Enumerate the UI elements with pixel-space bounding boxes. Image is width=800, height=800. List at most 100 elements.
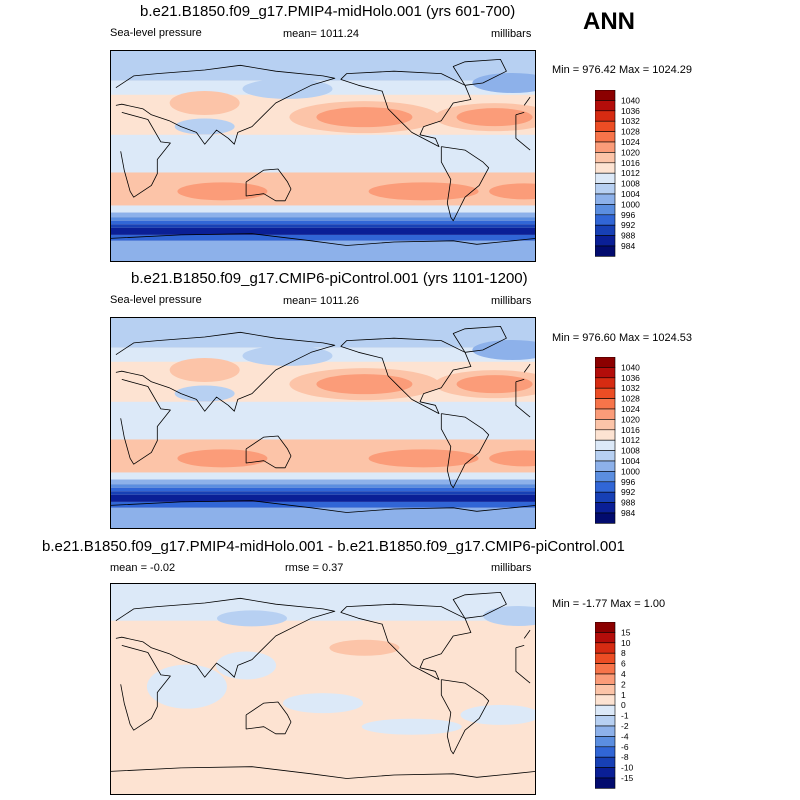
colorbar-box (595, 131, 616, 143)
colorbar-box (595, 777, 616, 789)
map-frame (110, 317, 536, 529)
coastline (110, 500, 536, 513)
colorbar-label: 992 (621, 487, 635, 497)
colorbar-label: -10 (621, 763, 634, 773)
field-band (110, 484, 536, 488)
colorbar-box (595, 715, 616, 727)
field-cell (242, 78, 333, 99)
panel-3-units-label: millibars (491, 562, 532, 574)
coastline (120, 112, 531, 198)
colorbar-box (595, 162, 616, 174)
field-band (110, 220, 536, 225)
field-band (110, 217, 536, 221)
colorbar-label: 1032 (621, 383, 640, 393)
field-cell (329, 639, 400, 656)
panel-2-mean-label: mean= 1011.26 (283, 295, 359, 307)
field-cell (489, 183, 536, 200)
field-cell (169, 91, 240, 115)
colorbar-box (595, 224, 616, 236)
colorbar-box (595, 471, 616, 483)
colorbar-label: 8 (621, 648, 626, 658)
colorbar-label: 1032 (621, 116, 640, 126)
colorbar-label: 15 (621, 627, 631, 637)
colorbar-label: 992 (621, 220, 635, 230)
field-band (110, 479, 536, 485)
colorbar-box (595, 377, 616, 389)
field-cell (283, 693, 363, 714)
colorbar-box (595, 491, 616, 503)
coastline (245, 168, 292, 202)
coastline (440, 679, 490, 755)
colorbar-box (595, 398, 616, 410)
field-cell (216, 651, 277, 680)
colorbar-box (595, 152, 616, 164)
field-cell (472, 72, 536, 93)
field-cell (489, 450, 536, 467)
colorbar-label: 1028 (621, 127, 640, 137)
colorbar-label: 1016 (621, 425, 640, 435)
coastline (120, 645, 531, 731)
colorbar-label: -4 (621, 731, 629, 741)
colorbar-box (595, 632, 616, 644)
colorbar-label: 4 (621, 669, 626, 679)
map-frame (110, 50, 536, 262)
panel-2-minmax: Min = 976.60 Max = 1024.53 (552, 332, 693, 344)
field-band (110, 205, 536, 213)
colorbar-box (595, 141, 616, 153)
coastline (115, 64, 531, 145)
colorbar-label: 1008 (621, 446, 640, 456)
field-band (110, 234, 536, 241)
colorbar-label: 1008 (621, 179, 640, 189)
field-band (110, 487, 536, 492)
colorbar-box (595, 245, 616, 257)
colorbar-label: 10 (621, 638, 631, 648)
colorbar-box (595, 642, 616, 654)
field-cell (483, 605, 536, 626)
colorbar-box (595, 214, 616, 226)
colorbar-label: 1040 (621, 95, 640, 105)
colorbar-box (595, 767, 616, 779)
map-frame (110, 583, 536, 795)
colorbar-box (595, 622, 616, 633)
colorbar-box (595, 652, 616, 664)
colorbar-label: 2 (621, 679, 626, 689)
field-cell (368, 182, 479, 201)
colorbar-label: 984 (621, 241, 635, 251)
colorbar-label: 1028 (621, 394, 640, 404)
colorbar-label: 1000 (621, 466, 640, 476)
colorbar-box (595, 110, 616, 122)
field-band (110, 747, 536, 795)
field-band (110, 134, 536, 173)
field-cell (368, 449, 479, 468)
colorbar-label: -6 (621, 742, 629, 752)
colorbar-box (595, 746, 616, 758)
coastline (245, 701, 292, 735)
coastline (110, 766, 536, 779)
field-cell (316, 107, 413, 128)
colorbar-box (595, 183, 616, 195)
colorbar-label: 996 (621, 477, 635, 487)
colorbar-box (595, 120, 616, 132)
coastline (115, 597, 531, 678)
panel-3-rmse-label: rmse = 0.37 (285, 562, 344, 574)
colorbar-box (595, 673, 616, 685)
panel-1-mean-label: mean= 1011.24 (283, 28, 359, 40)
colorbar-box (595, 663, 616, 675)
colorbar-box (595, 408, 616, 420)
panel-3-title: b.e21.B1850.f09_g17.PMIP4-midHolo.001 - … (42, 538, 625, 555)
colorbar-label: 1036 (621, 373, 640, 383)
coastline (245, 435, 292, 469)
coastline (340, 603, 472, 680)
colorbar-label: 988 (621, 231, 635, 241)
coastline (452, 592, 507, 619)
panel-3-map (110, 583, 536, 795)
colorbar-label: -8 (621, 752, 629, 762)
coastline (452, 59, 507, 86)
field-cell (361, 718, 462, 735)
field-cell (169, 358, 240, 382)
colorbar-box (595, 502, 616, 514)
colorbar-label: 1036 (621, 106, 640, 116)
season-label: ANN (583, 8, 635, 35)
panel-1-map (110, 50, 536, 262)
